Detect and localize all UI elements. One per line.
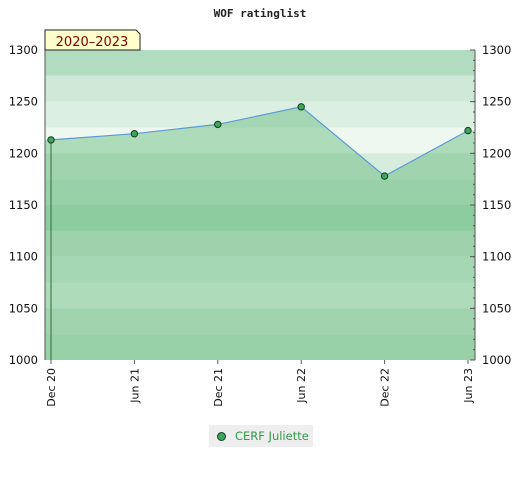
y-tick-label-left: 1150	[9, 198, 38, 212]
x-tick-label: Dec 20	[45, 368, 58, 407]
data-point	[214, 120, 222, 129]
bg-band	[45, 256, 475, 283]
y-tick-label-right: 1250	[482, 95, 511, 109]
chart-title: WOF ratinglist	[214, 7, 307, 20]
y-tick-label-right: 1150	[482, 198, 511, 212]
bg-band	[45, 127, 475, 154]
bg-band	[45, 205, 475, 231]
bg-band	[45, 101, 475, 128]
area-fill	[45, 106, 475, 360]
x-tick-label: Dec 22	[379, 368, 392, 407]
y-tick-label-left: 1250	[9, 95, 38, 109]
y-tick-label-left: 1050	[9, 301, 38, 315]
data-point	[380, 172, 389, 180]
y-tick-label-right: 1300	[482, 43, 511, 57]
y-tick-label-left: 1100	[9, 250, 38, 264]
legend: CERF Juliette	[209, 425, 313, 447]
series-line	[50, 106, 469, 177]
bg-band	[45, 75, 475, 102]
y-tick-label-left: 1300	[9, 43, 38, 57]
legend-label: CERF Juliette	[235, 429, 309, 443]
series-area	[45, 106, 475, 360]
data-point	[130, 130, 139, 138]
period-badge: 2020–2023	[44, 29, 141, 51]
y-tick-label-right: 1100	[482, 250, 511, 264]
y-tick-label-right: 1200	[482, 146, 511, 160]
axes: 1000 1000 1050 1050 1100 1100 1150 1150 1200 1200…	[9, 43, 512, 407]
period-badge-text: 2020–2023	[56, 35, 129, 50]
bg-band	[45, 230, 475, 257]
x-tick-label: Dec 21	[212, 368, 225, 407]
y-tick-label-left: 1200	[9, 146, 38, 160]
y-tick-label-right: 1050	[482, 301, 511, 315]
data-point	[464, 126, 472, 135]
x-tick-label: Jun 22	[295, 368, 308, 404]
y-tick-label-left: 1000	[9, 353, 38, 367]
bg-band	[45, 308, 475, 335]
bg-band	[45, 334, 475, 360]
bg-band	[45, 50, 475, 76]
bg-band	[45, 282, 475, 309]
x-tick-label: Jun 23	[462, 368, 475, 404]
legend-marker-icon	[217, 431, 226, 441]
data-point	[47, 136, 55, 144]
y-tick-label-right: 1000	[482, 353, 511, 367]
series-marks	[47, 103, 472, 180]
x-tick-label: Jun 21	[128, 368, 141, 404]
data-point	[297, 103, 305, 111]
bg-band	[45, 179, 475, 205]
background-bands	[45, 50, 475, 360]
